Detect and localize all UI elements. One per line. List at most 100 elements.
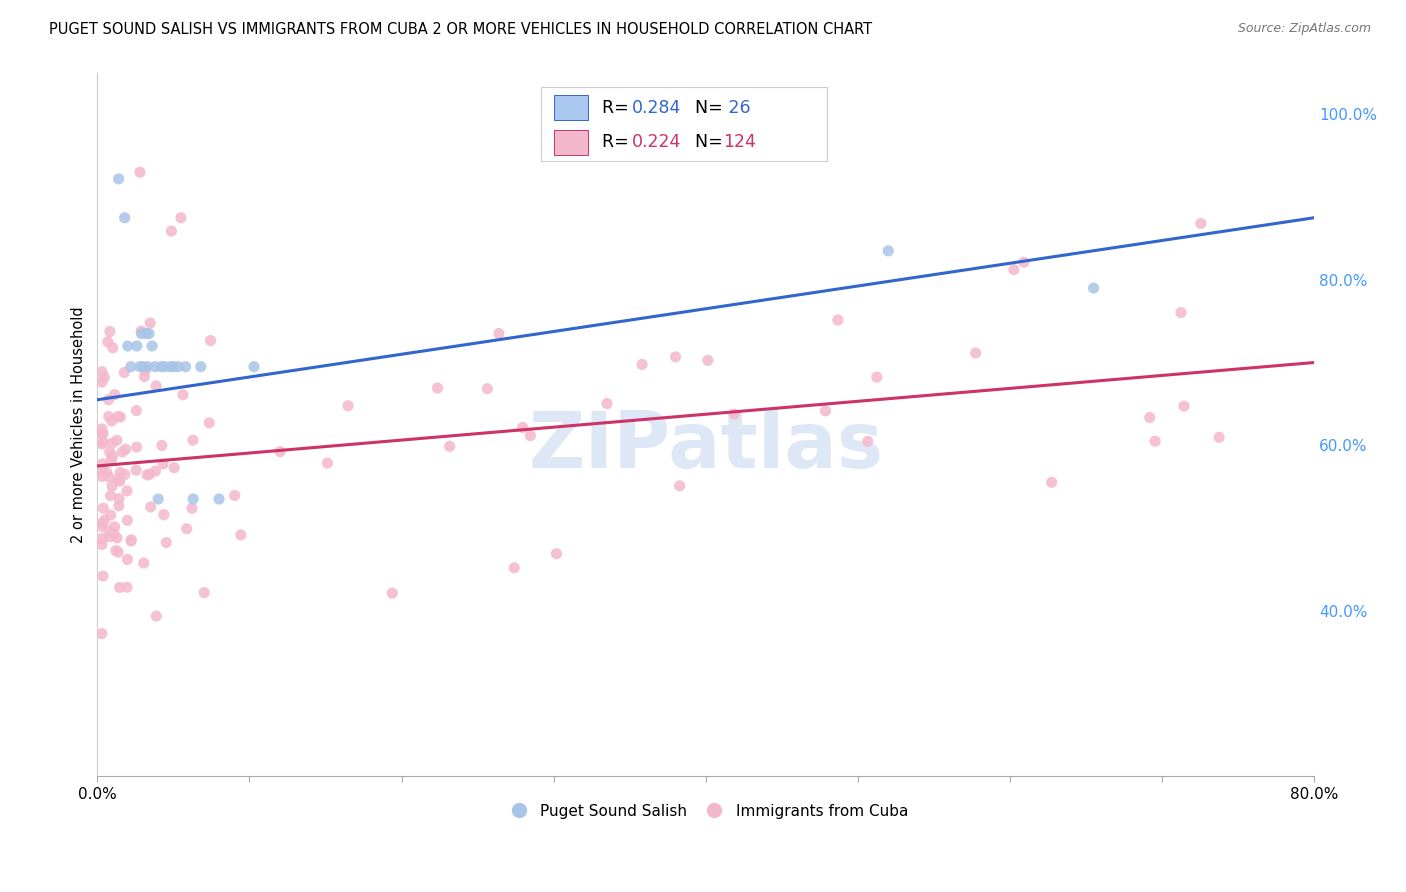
Point (90, 365, 112, 379)
Text: N=: N= (695, 134, 728, 152)
Point (93, 435, 115, 450)
Point (145, 464, 167, 478)
Point (114, 442, 136, 457)
Point (125, 403, 148, 417)
Point (723, 407, 745, 421)
Point (665, 350, 688, 364)
Point (269, 444, 291, 458)
Point (104, 387, 127, 401)
Text: R=: R= (602, 134, 634, 152)
Point (101, 449, 124, 463)
Point (668, 479, 690, 493)
Point (108, 474, 131, 488)
Point (145, 379, 167, 393)
Point (138, 467, 160, 482)
Point (105, 434, 128, 448)
Point (631, 358, 654, 372)
Point (814, 404, 837, 418)
Point (90, 464, 112, 478)
Point (243, 359, 266, 374)
Point (134, 369, 156, 384)
Point (193, 585, 215, 599)
Point (117, 339, 139, 353)
Point (546, 547, 568, 561)
Text: N=: N= (695, 99, 728, 117)
Point (153, 359, 176, 374)
Point (162, 359, 184, 374)
Point (90, 538, 112, 552)
Point (129, 324, 152, 338)
Point (129, 359, 152, 374)
Point (1012, 255, 1035, 269)
Point (107, 409, 129, 424)
Point (160, 224, 183, 238)
Point (141, 339, 163, 353)
Point (134, 363, 156, 377)
Point (107, 172, 129, 186)
Y-axis label: 2 or more Vehicles in Household: 2 or more Vehicles in Household (72, 306, 86, 543)
Point (181, 491, 204, 506)
Legend: Puget Sound Salish, Immigrants from Cuba: Puget Sound Salish, Immigrants from Cuba (498, 797, 914, 825)
Point (131, 326, 153, 341)
Point (1040, 475, 1063, 490)
Point (91, 569, 114, 583)
Point (132, 359, 155, 374)
Point (316, 456, 339, 470)
FancyBboxPatch shape (554, 129, 588, 155)
Point (145, 609, 167, 624)
Point (159, 359, 181, 374)
Point (150, 438, 173, 452)
Point (208, 491, 231, 506)
Point (97, 470, 120, 484)
Point (115, 580, 138, 594)
Point (337, 399, 360, 413)
Point (110, 466, 132, 480)
Point (90, 437, 112, 451)
Point (152, 508, 174, 522)
Point (139, 316, 162, 330)
Point (170, 211, 193, 225)
Point (101, 436, 124, 450)
Text: PUGET SOUND SALISH VS IMMIGRANTS FROM CUBA 2 OR MORE VEHICLES IN HOUSEHOLD CORRE: PUGET SOUND SALISH VS IMMIGRANTS FROM CU… (49, 22, 872, 37)
Point (103, 526, 125, 541)
Point (125, 440, 148, 454)
Point (107, 472, 129, 486)
Point (181, 433, 204, 447)
Point (110, 410, 132, 425)
Point (108, 580, 131, 594)
Text: 124: 124 (723, 134, 755, 152)
Point (138, 326, 160, 341)
Point (114, 467, 136, 482)
Point (100, 414, 122, 428)
FancyBboxPatch shape (541, 87, 827, 161)
Point (1173, 399, 1195, 413)
Point (1208, 430, 1230, 444)
Point (112, 366, 135, 380)
Point (152, 457, 174, 471)
Point (148, 491, 170, 506)
Point (120, 533, 142, 548)
Point (477, 382, 499, 396)
Point (229, 528, 252, 542)
Point (1144, 434, 1167, 449)
Point (91, 426, 114, 441)
Text: 26: 26 (723, 99, 751, 117)
Point (856, 434, 879, 449)
Point (90, 626, 112, 640)
Point (120, 359, 142, 374)
Point (125, 463, 148, 477)
Point (100, 489, 122, 503)
Point (135, 326, 157, 341)
Point (90, 375, 112, 389)
Point (965, 346, 987, 360)
Point (107, 545, 129, 559)
Point (167, 359, 190, 374)
Point (190, 359, 212, 374)
Point (866, 370, 889, 384)
Point (97, 409, 120, 424)
Point (90, 422, 112, 436)
Point (696, 353, 718, 368)
Point (90, 532, 112, 546)
Point (174, 359, 197, 374)
Point (108, 491, 131, 506)
